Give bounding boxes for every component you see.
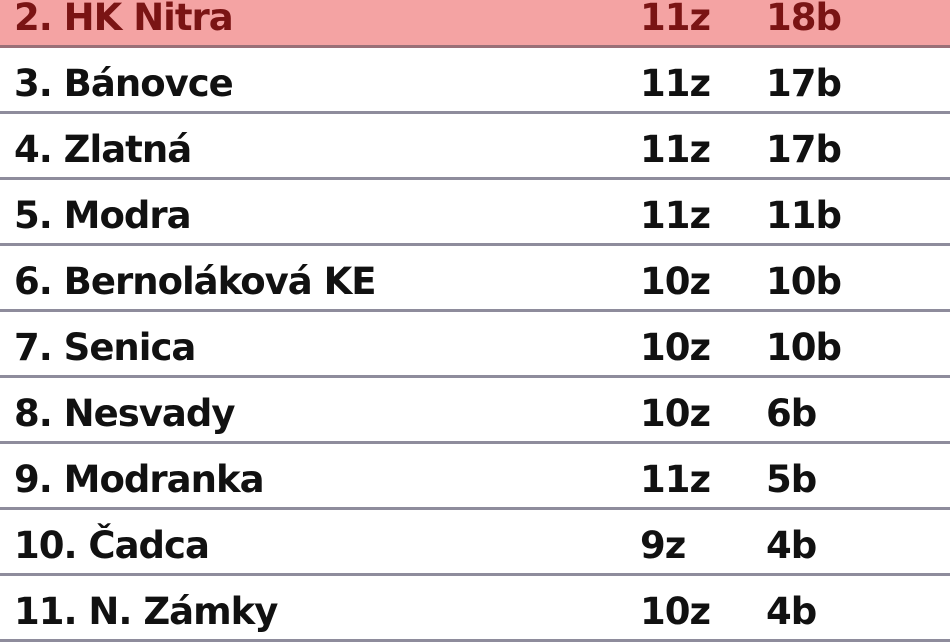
- team-name: 9. Modranka: [14, 458, 265, 501]
- team-name: 5. Modra: [14, 194, 192, 237]
- games-played: 10z: [640, 392, 711, 435]
- table-row: 4. Zlatná 11z 17b: [0, 114, 950, 180]
- team-name: 10. Čadca: [14, 524, 210, 567]
- team-name: 8. Nesvady: [14, 392, 235, 435]
- games-played: 11z: [640, 458, 711, 501]
- table-row: 3. Bánovce 11z 17b: [0, 48, 950, 114]
- table-row: 6. Bernoláková KE 10z 10b: [0, 246, 950, 312]
- team-points: 6b: [766, 392, 817, 435]
- table-row: 2. HK Nitra 11z 18b: [0, 0, 950, 48]
- team-name: 11. N. Zámky: [14, 590, 278, 633]
- team-name: 3. Bánovce: [14, 62, 234, 105]
- team-points: 18b: [766, 0, 842, 39]
- table-row: 9. Modranka 11z 5b: [0, 444, 950, 510]
- team-points: 10b: [766, 326, 842, 369]
- table-row: 11. N. Zámky 10z 4b: [0, 576, 950, 642]
- team-points: 4b: [766, 590, 817, 633]
- games-played: 11z: [640, 0, 711, 39]
- team-name: 7. Senica: [14, 326, 196, 369]
- games-played: 10z: [640, 590, 711, 633]
- games-played: 10z: [640, 326, 711, 369]
- games-played: 9z: [640, 524, 686, 567]
- games-played: 11z: [640, 62, 711, 105]
- table-row: 8. Nesvady 10z 6b: [0, 378, 950, 444]
- team-points: 4b: [766, 524, 817, 567]
- games-played: 11z: [640, 194, 711, 237]
- table-row: 5. Modra 11z 11b: [0, 180, 950, 246]
- team-points: 17b: [766, 128, 842, 171]
- team-name: 4. Zlatná: [14, 128, 192, 171]
- team-name: 2. HK Nitra: [14, 0, 234, 39]
- team-points: 10b: [766, 260, 842, 303]
- team-points: 17b: [766, 62, 842, 105]
- table-row: 7. Senica 10z 10b: [0, 312, 950, 378]
- team-points: 11b: [766, 194, 842, 237]
- team-name: 6. Bernoláková KE: [14, 260, 377, 303]
- team-points: 5b: [766, 458, 817, 501]
- games-played: 11z: [640, 128, 711, 171]
- games-played: 10z: [640, 260, 711, 303]
- table-row: 10. Čadca 9z 4b: [0, 510, 950, 576]
